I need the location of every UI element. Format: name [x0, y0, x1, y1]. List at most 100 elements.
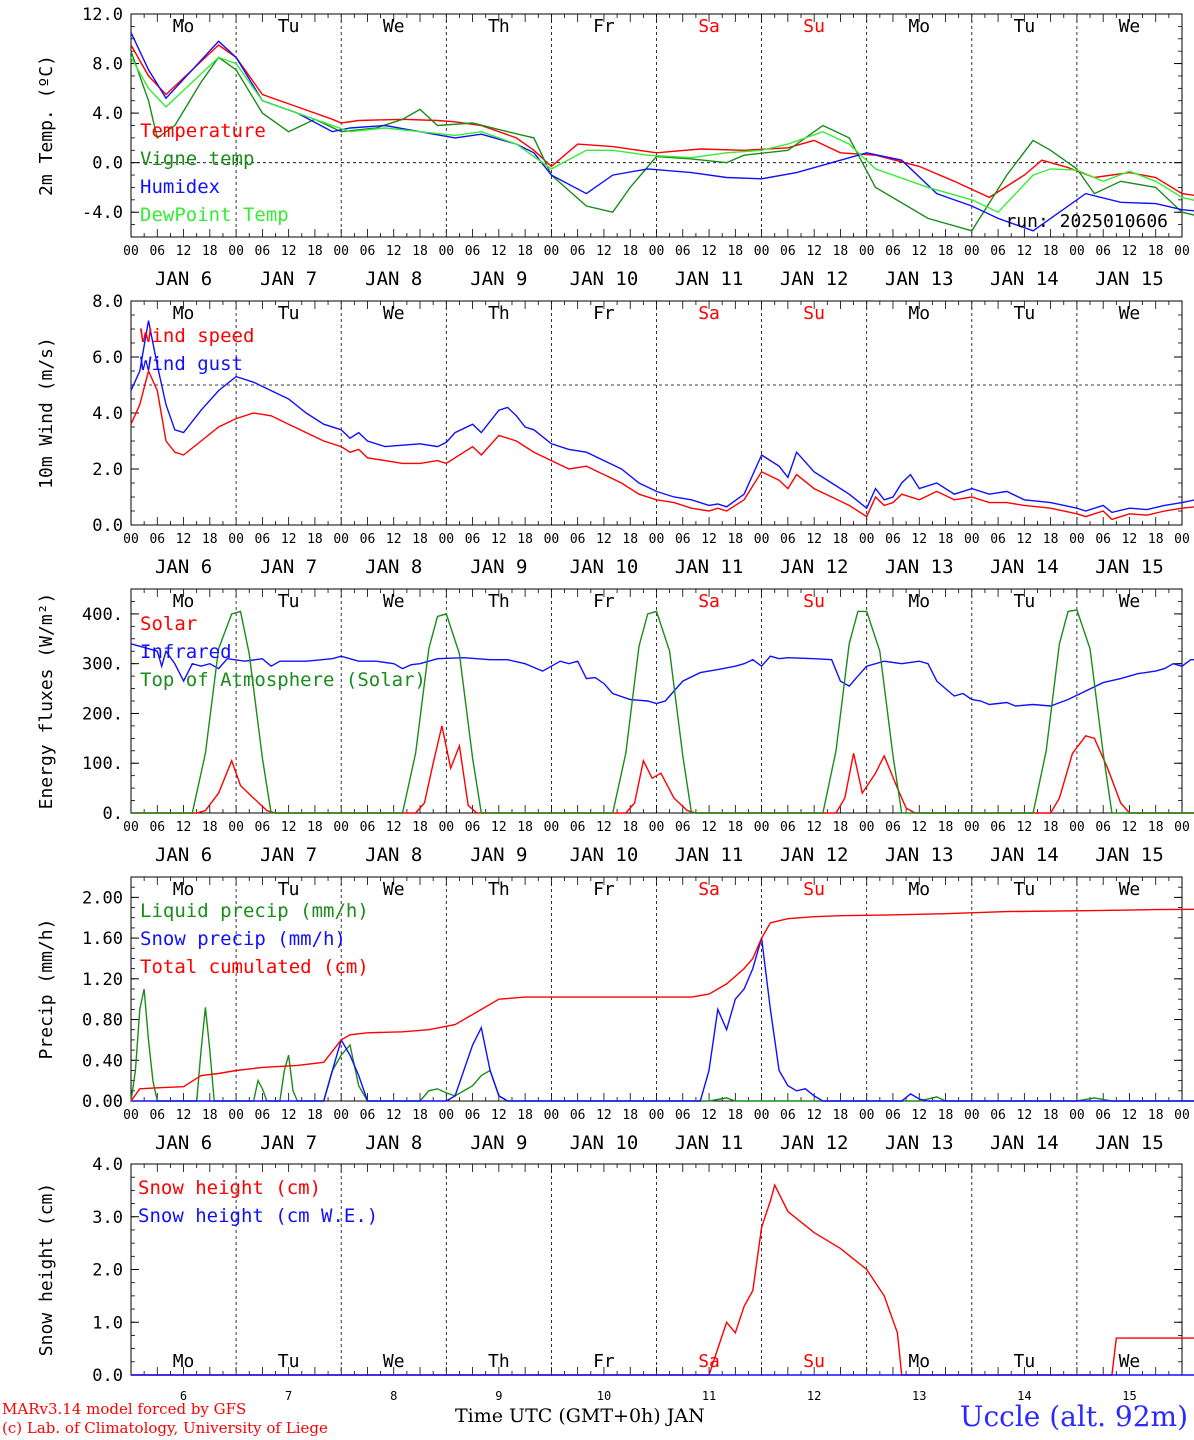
- hour-tick-label: 18: [1148, 532, 1164, 547]
- hour-tick-label: 06: [570, 1108, 586, 1123]
- y-tick-label: 0.40: [82, 1051, 123, 1071]
- y-axis-label: 10m Wind (m/s): [36, 337, 57, 489]
- hour-tick-label: 12: [911, 820, 927, 835]
- hour-tick-label: 18: [622, 1108, 638, 1123]
- hour-tick-label: 00: [649, 820, 665, 835]
- y-tick-label: 400.: [82, 605, 123, 625]
- hour-tick-label: 06: [255, 1108, 271, 1123]
- series-line: [130, 908, 1194, 1102]
- hour-tick-label: 06: [465, 820, 481, 835]
- day-number-label: 6: [180, 1389, 187, 1403]
- hour-tick-label: 12: [386, 820, 402, 835]
- hour-tick-label: 06: [1095, 820, 1111, 835]
- hour-tick-label: 00: [754, 1108, 770, 1123]
- hour-tick-label: 18: [727, 244, 743, 259]
- date-label: JAN 15: [1095, 268, 1164, 290]
- legend-entry: Infrared: [140, 641, 232, 663]
- hour-tick-label: 00: [123, 820, 139, 835]
- legend-entry: Vigne temp: [140, 148, 254, 170]
- hour-tick-label: 12: [1122, 1108, 1138, 1123]
- panel-1: 12.0 8.0 4.0 0.0 -4.0 2m Temp. (ºC) Temperatur…: [36, 5, 1194, 290]
- y-tick-label: 8.0: [92, 292, 123, 312]
- hour-tick-label: 06: [570, 820, 586, 835]
- hour-tick-label: 06: [885, 244, 901, 259]
- day-number-label: 8: [390, 1389, 397, 1403]
- date-label: JAN 11: [675, 556, 744, 578]
- day-number-label: 14: [1017, 1389, 1031, 1403]
- hour-tick-label: 18: [727, 532, 743, 547]
- hour-tick-label: 00: [228, 532, 244, 547]
- y-tick-label: 6.0: [92, 348, 123, 368]
- hour-tick-label: 00: [964, 244, 980, 259]
- date-label: JAN 8: [365, 1132, 422, 1154]
- hour-tick-label: 00: [438, 532, 454, 547]
- weekday-label: Tu: [1014, 879, 1036, 900]
- weekday-label: Tu: [1014, 303, 1036, 324]
- weekday-label: Fr: [593, 879, 615, 900]
- weekday-label: Mo: [173, 879, 195, 900]
- hour-tick-label: 12: [176, 820, 192, 835]
- hour-tick-label: 18: [833, 820, 849, 835]
- date-label: JAN 7: [260, 268, 317, 290]
- weekday-label: Su: [803, 1351, 825, 1372]
- date-label: JAN 9: [470, 844, 527, 866]
- hour-tick-label: 06: [990, 820, 1006, 835]
- hour-tick-label: 00: [438, 1108, 454, 1123]
- weekday-label: We: [383, 591, 405, 612]
- weekday-label: We: [1119, 879, 1141, 900]
- date-label: JAN 11: [675, 1132, 744, 1154]
- weekday-label: Th: [488, 303, 510, 324]
- weekday-label: We: [1119, 591, 1141, 612]
- date-label: JAN 13: [885, 844, 954, 866]
- weekday-label: Su: [803, 303, 825, 324]
- weekday-label: Mo: [173, 303, 195, 324]
- hour-tick-label: 00: [123, 1108, 139, 1123]
- series-line: [131, 609, 1194, 814]
- day-number-label: 12: [807, 1389, 821, 1403]
- hour-tick-label: 06: [990, 532, 1006, 547]
- hour-tick-label: 12: [1122, 532, 1138, 547]
- hour-tick-label: 00: [438, 820, 454, 835]
- day-number-label: 15: [1122, 1389, 1136, 1403]
- hour-tick-label: 00: [859, 532, 875, 547]
- hour-tick-label: 12: [701, 820, 717, 835]
- weekday-label: Mo: [908, 16, 930, 37]
- date-label: JAN 6: [155, 844, 212, 866]
- hour-tick-label: 12: [911, 532, 927, 547]
- hour-tick-label: 00: [544, 1108, 560, 1123]
- hour-tick-label: 18: [412, 244, 428, 259]
- weekday-label: Mo: [173, 1351, 195, 1372]
- hour-tick-label: 12: [596, 820, 612, 835]
- date-label: JAN 12: [780, 268, 849, 290]
- hour-tick-label: 00: [544, 532, 560, 547]
- date-label: JAN 6: [155, 268, 212, 290]
- y-tick-label: 0.0: [92, 516, 123, 536]
- hour-tick-label: 18: [307, 244, 323, 259]
- hour-tick-label: 12: [806, 820, 822, 835]
- hour-tick-label: 06: [675, 532, 691, 547]
- series-line: [131, 1183, 1194, 1376]
- panel-2: 8.0 6.0 4.0 2.0 0.0 10m Wind (m/s) Wind speed W…: [36, 292, 1194, 578]
- hour-tick-label: 00: [228, 820, 244, 835]
- hour-tick-label: 18: [517, 820, 533, 835]
- hour-tick-label: 00: [649, 244, 665, 259]
- hour-tick-label: 18: [1043, 532, 1059, 547]
- hour-tick-label: 00: [333, 1108, 349, 1123]
- hour-tick-label: 06: [465, 244, 481, 259]
- date-label: JAN 7: [260, 1132, 317, 1154]
- date-label: JAN 8: [365, 556, 422, 578]
- date-label: JAN 10: [570, 268, 639, 290]
- series-line: [130, 368, 1194, 521]
- legend-entry: Top of Atmosphere (Solar): [140, 669, 426, 691]
- weekday-label: Tu: [278, 16, 300, 37]
- legend-entry: Snow height (cm W.E.): [138, 1205, 378, 1227]
- time-axis-label: Time UTC (GMT+0h) JAN: [455, 1405, 705, 1427]
- hour-tick-label: 18: [307, 532, 323, 547]
- hour-tick-label: 12: [596, 532, 612, 547]
- hour-tick-label: 06: [780, 532, 796, 547]
- hour-tick-label: 12: [1017, 820, 1033, 835]
- hour-tick-label: 06: [1095, 1108, 1111, 1123]
- legend-entry: Wind speed: [140, 325, 254, 347]
- hour-tick-label: 06: [255, 532, 271, 547]
